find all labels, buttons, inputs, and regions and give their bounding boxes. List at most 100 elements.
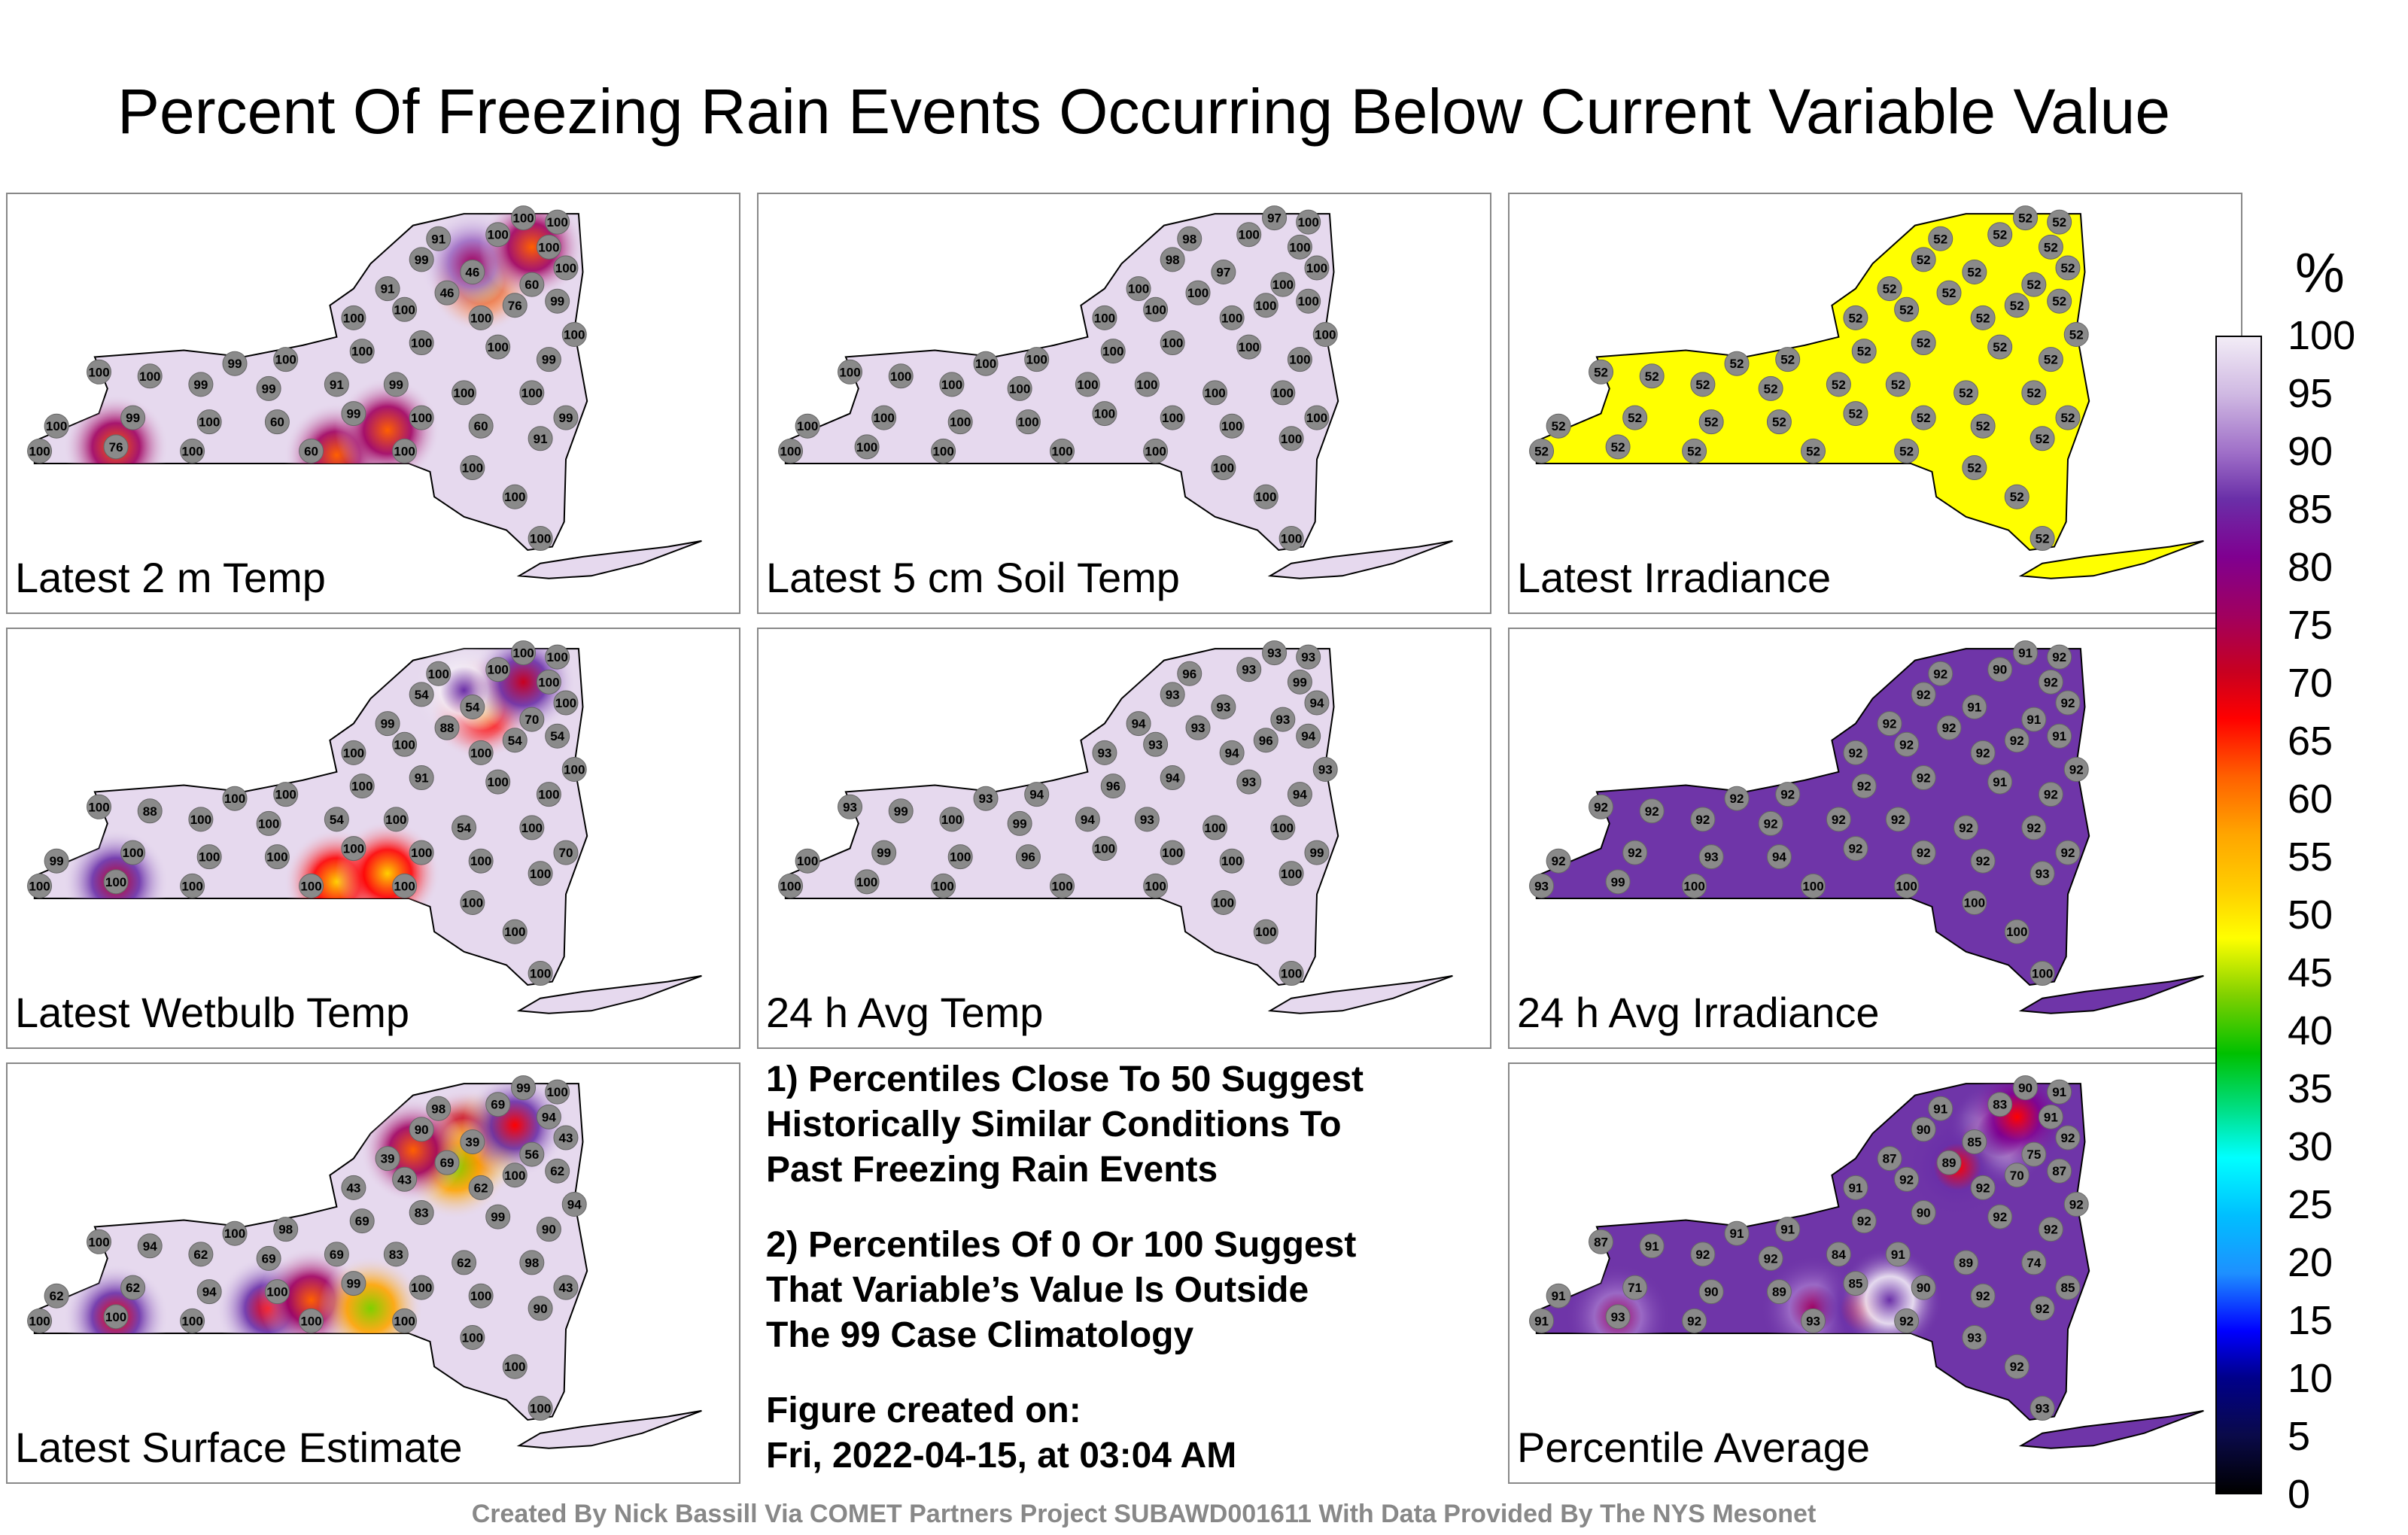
colorbar-tick-label: 40: [2288, 1008, 2334, 1053]
station-marker: [511, 1075, 537, 1101]
station-marker: [188, 1242, 214, 1267]
station-value-label: 90: [534, 1302, 548, 1316]
map-panel-24h-avg-irradiance: 91 92 92 90 92 92 91 92 91 92 92 92 91 92 92 92 92 92 92 92…: [1508, 628, 2242, 1049]
station-marker: [888, 798, 914, 824]
station-marker: [1253, 728, 1278, 753]
map-panel-latest-surface-estimate: 99 100 98 69 94 90 39 43 56 39 69 100 62 43 43 62 94 100 9…: [6, 1062, 740, 1484]
station-marker: [528, 961, 553, 986]
station-value-label: 93: [1534, 879, 1549, 893]
station-value-label: 92: [1917, 771, 1931, 786]
station-marker: [1605, 869, 1631, 895]
station-marker: [383, 1242, 409, 1267]
station-marker: [1987, 657, 2013, 682]
station-marker: [460, 1129, 485, 1155]
station-marker: [392, 438, 418, 464]
station-value-label: 92: [2069, 762, 2084, 777]
long-island-outline: [516, 540, 702, 579]
station-marker: [1766, 844, 1792, 870]
station-marker: [2055, 690, 2081, 716]
station-value-label: 100: [975, 357, 996, 371]
station-value-label: 96: [1106, 780, 1120, 794]
station-value-label: 100: [428, 667, 449, 681]
station-value-label: 88: [440, 721, 455, 735]
long-island-outline: [1267, 540, 1453, 579]
station-marker: [1953, 815, 1979, 840]
station-value-label: 98: [524, 1256, 539, 1270]
station-value-label: 91: [1552, 1289, 1566, 1303]
station-value-label: 100: [521, 821, 543, 835]
station-value-label: 99: [894, 804, 908, 819]
station-value-label: 100: [1239, 228, 1260, 242]
panel-label: Latest Surface Estimate: [15, 1424, 463, 1471]
station-value-label: 52: [1883, 282, 1897, 296]
station-value-label: 100: [300, 1314, 321, 1328]
station-value-label: 100: [1239, 340, 1260, 354]
station-value-label: 100: [504, 925, 525, 939]
station-marker: [502, 728, 528, 753]
station-marker: [1143, 296, 1169, 322]
station-value-label: 91: [1645, 1239, 1659, 1254]
note-2: 2) Percentiles Of 0 Or 100 Suggest That …: [766, 1225, 1357, 1355]
station-value-label: 99: [50, 854, 64, 868]
station-value-label: 52: [1917, 336, 1931, 351]
station-marker: [2063, 321, 2089, 347]
station-marker: [1160, 840, 1185, 865]
station-marker: [1092, 305, 1117, 330]
station-marker: [502, 919, 528, 944]
station-value-label: 93: [1806, 1314, 1820, 1328]
station-value-label: 100: [1272, 821, 1294, 835]
station-marker: [485, 222, 511, 248]
station-value-label: 92: [2060, 696, 2075, 710]
station-marker: [2029, 1396, 2055, 1421]
station-marker: [1970, 305, 1996, 330]
station-marker: [120, 840, 146, 865]
station-marker: [536, 782, 561, 807]
station-marker: [536, 234, 561, 260]
station-value-label: 62: [457, 1256, 471, 1270]
station-marker: [1911, 1117, 1936, 1142]
station-marker: [545, 644, 570, 670]
map-svg: 97 100 98 100 100 98 97 100 100 100 100 100 100 100 10…: [778, 205, 1453, 579]
station-value-label: 91: [1993, 775, 2007, 789]
station-marker: [468, 740, 494, 765]
station-value-label: 92: [1899, 1314, 1914, 1328]
station-marker: [1826, 372, 1851, 397]
station-marker: [1296, 723, 1321, 749]
station-marker: [1287, 782, 1312, 807]
station-marker: [256, 1245, 281, 1271]
station-marker: [485, 657, 511, 682]
station-marker: [1885, 1242, 1911, 1267]
long-island-outline: [1267, 974, 1453, 1014]
station-value-label: 92: [1899, 737, 1914, 752]
station-marker: [2021, 272, 2047, 297]
station-value-label: 92: [1857, 780, 1871, 794]
station-marker: [1253, 293, 1278, 318]
station-marker: [1015, 844, 1041, 870]
station-marker: [1843, 305, 1868, 330]
station-value-label: 94: [1081, 813, 1095, 827]
station-value-label: 93: [1611, 1310, 1625, 1324]
station-marker: [1143, 731, 1169, 757]
station-value-label: 99: [228, 357, 242, 371]
station-value-label: 100: [1145, 444, 1166, 458]
station-marker: [1278, 861, 1304, 886]
station-marker: [341, 740, 366, 765]
station-value-label: 100: [181, 879, 202, 893]
station-marker: [2055, 405, 2081, 430]
panel-label: Latest Wetbulb Temp: [15, 989, 410, 1036]
station-value-label: 62: [50, 1289, 64, 1303]
station-marker: [1801, 438, 1826, 464]
station-marker: [1236, 222, 1262, 248]
station-marker: [947, 409, 973, 435]
station-value-label: 100: [411, 846, 432, 860]
station-value-label: 94: [1166, 771, 1180, 786]
station-value-label: 92: [2026, 821, 2041, 835]
station-marker: [392, 1166, 418, 1192]
station-value-label: 100: [411, 411, 432, 425]
station-marker: [1177, 661, 1202, 686]
station-value-label: 92: [1917, 688, 1931, 702]
station-marker: [1801, 873, 1826, 898]
station-marker: [553, 840, 579, 865]
station-value-label: 100: [351, 345, 372, 359]
station-marker: [1911, 1275, 1936, 1300]
